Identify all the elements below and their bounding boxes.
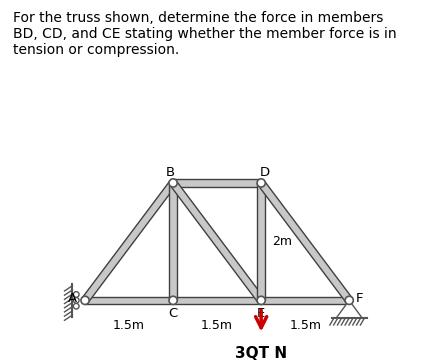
Text: E: E xyxy=(257,307,265,320)
Circle shape xyxy=(257,296,265,304)
Polygon shape xyxy=(257,183,265,300)
Polygon shape xyxy=(82,181,176,303)
Text: 1.5m: 1.5m xyxy=(201,319,233,332)
Circle shape xyxy=(74,298,79,303)
Text: B: B xyxy=(166,167,175,180)
Text: C: C xyxy=(169,307,178,320)
Polygon shape xyxy=(170,181,264,303)
Polygon shape xyxy=(173,296,261,304)
Polygon shape xyxy=(173,179,261,187)
Circle shape xyxy=(257,179,265,187)
Circle shape xyxy=(169,179,177,187)
Text: 1.5m: 1.5m xyxy=(113,319,145,332)
Text: 3QT N: 3QT N xyxy=(235,346,287,361)
Text: A: A xyxy=(68,291,77,304)
Circle shape xyxy=(345,296,353,304)
Circle shape xyxy=(74,303,79,309)
Polygon shape xyxy=(336,300,362,318)
Polygon shape xyxy=(261,296,349,304)
Polygon shape xyxy=(258,181,352,303)
Text: For the truss shown, determine the force in members
BD, CD, and CE stating wheth: For the truss shown, determine the force… xyxy=(13,11,397,57)
Text: F: F xyxy=(356,291,363,304)
Polygon shape xyxy=(169,183,177,300)
Text: D: D xyxy=(260,167,270,180)
Circle shape xyxy=(81,296,89,304)
Circle shape xyxy=(169,296,177,304)
Text: 2m: 2m xyxy=(272,235,292,248)
Polygon shape xyxy=(85,296,173,304)
Circle shape xyxy=(74,292,79,297)
Text: 1.5m: 1.5m xyxy=(289,319,321,332)
